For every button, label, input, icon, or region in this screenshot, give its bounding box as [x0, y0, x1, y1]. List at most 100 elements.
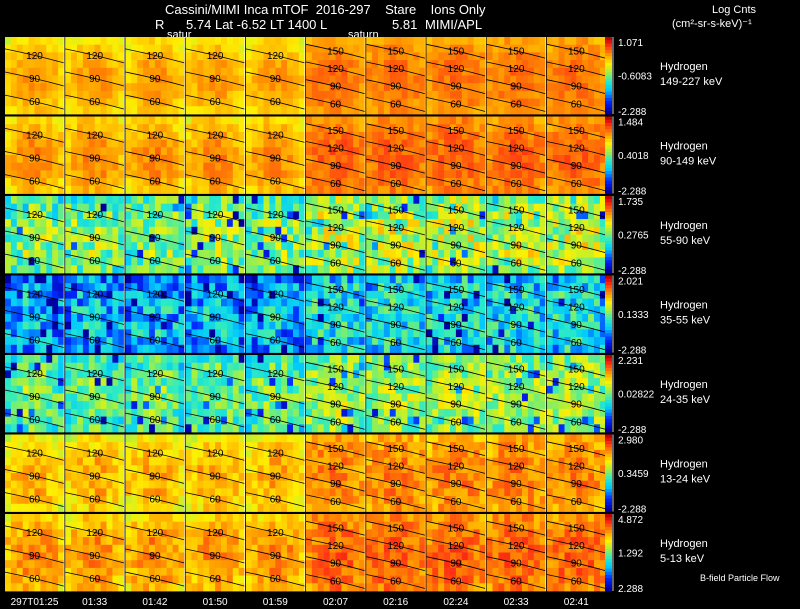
heatmap-cell	[473, 185, 480, 194]
heatmap-cell	[317, 67, 325, 76]
heatmap-cell	[461, 321, 469, 330]
heatmap-cell	[131, 155, 138, 164]
heatmap-cell	[166, 155, 173, 164]
heatmap-cell	[257, 52, 264, 61]
heatmap-cell	[275, 67, 282, 76]
heatmap-cell	[407, 298, 414, 307]
heatmap-cell	[594, 298, 601, 307]
heatmap-cell	[419, 67, 426, 76]
heatmap-cell	[347, 283, 354, 292]
heatmap-cell	[137, 67, 144, 76]
heatmap-cell	[232, 378, 240, 387]
heatmap-cell	[245, 185, 253, 194]
title-line-2-left: R 5.74 Lat -6.52 LT 1400 L	[155, 17, 328, 32]
heatmap-cell	[450, 211, 457, 220]
heatmap-cell	[269, 290, 276, 299]
heatmap-cell	[263, 385, 270, 394]
heatmap-cell	[407, 257, 414, 266]
heatmap-cell	[317, 211, 325, 220]
heatmap-cell	[143, 265, 150, 274]
heatmap-cell	[444, 52, 451, 61]
heatmap-cell	[209, 401, 216, 410]
heatmap-cell	[40, 131, 47, 140]
heatmap-cell	[395, 283, 402, 292]
heatmap-cell	[149, 393, 156, 402]
heatmap-cell	[65, 408, 72, 417]
heatmap-cell	[407, 242, 414, 251]
heatmap-cell	[558, 321, 565, 330]
heatmap-cell	[359, 219, 366, 228]
heatmap-cell	[65, 75, 72, 84]
heatmap-cell	[46, 83, 53, 92]
heatmap-cell	[106, 155, 113, 164]
heatmap-cell	[366, 60, 373, 69]
heatmap-cell	[197, 196, 204, 205]
heatmap-cell	[311, 147, 319, 156]
contour-line	[366, 141, 426, 156]
heatmap-cell	[82, 393, 90, 402]
heatmap-cell	[311, 116, 319, 125]
heatmap-cell	[131, 147, 138, 156]
heatmap-cell	[329, 178, 336, 187]
heatmap-cell	[221, 203, 228, 212]
heatmap-cell	[5, 355, 12, 364]
heatmap-cell	[341, 98, 348, 107]
heatmap-cell	[558, 116, 565, 125]
heatmap-cell	[438, 170, 445, 179]
heatmap-cell	[215, 283, 222, 292]
heatmap-cell	[413, 290, 420, 299]
heatmap-cell	[245, 116, 253, 125]
heatmap-cell	[366, 298, 373, 307]
heatmap-cell	[281, 185, 288, 194]
heatmap-cell	[341, 344, 348, 353]
heatmap-cell	[347, 124, 354, 133]
heatmap-cell	[263, 60, 270, 69]
heatmap-cell	[335, 131, 342, 140]
heatmap-cell	[558, 75, 565, 84]
heatmap-cell	[137, 275, 144, 284]
heatmap-cell	[473, 211, 480, 220]
heatmap-cell	[172, 211, 179, 220]
heatmap-cell	[191, 178, 198, 187]
heatmap-cell	[40, 321, 47, 330]
heatmap-cell	[407, 44, 414, 53]
heatmap-cell	[34, 283, 41, 292]
heatmap-cell	[504, 131, 511, 140]
heatmap-cell	[178, 321, 185, 330]
heatmap-cell	[88, 401, 96, 410]
heatmap-cell	[52, 265, 59, 274]
heatmap-cell	[599, 306, 607, 315]
heatmap-cell	[298, 344, 306, 353]
heatmap-cell	[527, 90, 535, 99]
heatmap-cell	[527, 337, 535, 346]
heatmap-cell	[533, 52, 541, 61]
heatmap-cell	[149, 337, 156, 346]
contour-line	[125, 207, 185, 223]
heatmap-cell	[172, 196, 179, 205]
heatmap-cell	[46, 60, 53, 69]
heatmap-cell	[52, 408, 59, 417]
heatmap-cell	[10, 75, 18, 84]
heatmap-cell	[275, 185, 282, 194]
heatmap-cell	[77, 44, 84, 53]
heatmap-cell	[112, 370, 119, 379]
heatmap-cell	[215, 185, 222, 194]
heatmap-cell	[10, 424, 18, 433]
heatmap-cell	[455, 211, 463, 220]
heatmap-cell	[395, 75, 402, 84]
heatmap-cell	[100, 275, 107, 284]
heatmap-cell	[378, 60, 385, 69]
heatmap-cell	[100, 124, 107, 133]
heatmap-cell	[498, 219, 505, 228]
heatmap-cell	[203, 52, 210, 61]
heatmap-cell	[16, 329, 24, 338]
heatmap-cell	[564, 329, 571, 338]
heatmap-cell	[293, 211, 300, 220]
heatmap-cell	[5, 178, 12, 187]
heatmap-cell	[317, 219, 325, 228]
heatmap-cell	[323, 83, 330, 92]
heatmap-cell	[5, 155, 12, 164]
heatmap-cell	[383, 234, 391, 243]
heatmap-cell	[359, 75, 366, 84]
